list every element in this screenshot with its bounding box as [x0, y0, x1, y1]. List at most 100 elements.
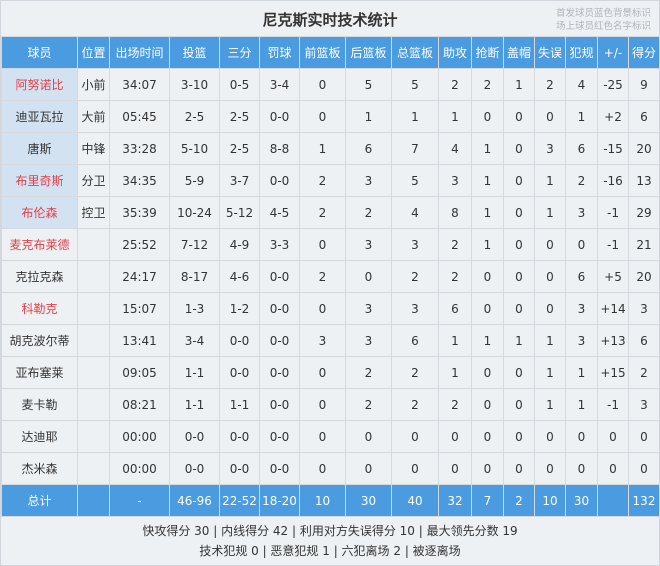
stat-cell: 1	[438, 356, 472, 389]
column-header[interactable]: +/-	[597, 36, 629, 69]
total-cell: 2	[503, 484, 535, 517]
player-name[interactable]: 唐斯	[1, 132, 78, 165]
stat-cell: 5	[391, 68, 439, 101]
stat-cell	[77, 452, 110, 485]
stat-cell: 中锋	[77, 132, 110, 165]
player-row: 布里奇斯 分卫 34:35 5-9 3-7 0-0 2 3 5 3 1 0 1 2 -16 13	[1, 164, 659, 197]
stat-cell: 6	[628, 324, 659, 357]
stat-cell: 25:52	[109, 228, 170, 261]
stat-cell: 1-3	[169, 292, 220, 325]
stat-cell: 05:45	[109, 100, 170, 133]
column-header[interactable]: 球员	[1, 36, 78, 69]
stat-cell: 6	[438, 292, 472, 325]
stat-cell: 08:21	[109, 388, 170, 421]
player-name[interactable]: 麦克布莱德	[1, 228, 78, 261]
column-header[interactable]: 投篮	[169, 36, 220, 69]
stat-cell: -1	[597, 228, 629, 261]
stat-cell: 1	[534, 164, 566, 197]
player-name[interactable]: 胡克波尔蒂	[1, 324, 78, 357]
column-header[interactable]: 犯规	[565, 36, 598, 69]
player-name[interactable]: 达迪耶	[1, 420, 78, 453]
stat-cell: 1-1	[169, 388, 220, 421]
player-name[interactable]: 克拉克森	[1, 260, 78, 293]
stat-cell: -1	[597, 388, 629, 421]
player-name[interactable]: 科勒克	[1, 292, 78, 325]
stat-cell: 0-0	[259, 452, 300, 485]
title-text: 尼克斯实时技术统计	[262, 11, 398, 29]
stat-cell: 13	[628, 164, 659, 197]
stat-cell: 6	[345, 132, 392, 165]
stat-cell: 小前	[77, 68, 110, 101]
stat-cell: 10-24	[169, 196, 220, 229]
stat-cell	[77, 388, 110, 421]
column-header[interactable]: 助攻	[438, 36, 472, 69]
stat-cell: 33:28	[109, 132, 170, 165]
stat-cell: 34:35	[109, 164, 170, 197]
column-header[interactable]: 总篮板	[391, 36, 439, 69]
column-header[interactable]: 抢断	[471, 36, 504, 69]
column-header[interactable]: 位置	[77, 36, 110, 69]
stat-cell: 1	[565, 100, 598, 133]
column-header[interactable]: 出场时间	[109, 36, 170, 69]
stat-cell: 3	[628, 292, 659, 325]
stat-cell: 00:00	[109, 452, 170, 485]
player-row: 科勒克 15:07 1-3 1-2 0-0 0 3 3 6 0 0 0 3 +14 3	[1, 292, 659, 325]
stat-cell: 0	[534, 292, 566, 325]
stat-cell: 2	[299, 260, 346, 293]
stat-cell: 1	[471, 324, 504, 357]
stat-cell: 2	[438, 228, 472, 261]
stat-cell: 5-9	[169, 164, 220, 197]
stat-cell: 3-10	[169, 68, 220, 101]
stat-cell: 0	[471, 420, 504, 453]
stat-cell: 2	[391, 260, 439, 293]
player-name[interactable]: 布伦森	[1, 196, 78, 229]
player-name[interactable]: 亚布塞莱	[1, 356, 78, 389]
stat-cell: 35:39	[109, 196, 170, 229]
stat-cell: 1	[471, 132, 504, 165]
stat-cell: 0	[503, 356, 535, 389]
stat-cell	[77, 356, 110, 389]
stat-cell: 0	[503, 260, 535, 293]
total-cell: 132	[628, 484, 659, 517]
column-header[interactable]: 盖帽	[503, 36, 535, 69]
stat-cell: 0-0	[219, 452, 260, 485]
panel-title: 尼克斯实时技术统计 首发球员蓝色背景标识 场上球员红色名字标识	[1, 1, 659, 36]
stat-cell: 1	[438, 324, 472, 357]
stat-cell: 8-17	[169, 260, 220, 293]
column-header[interactable]: 得分	[628, 36, 659, 69]
column-header[interactable]: 失误	[534, 36, 566, 69]
total-cell: 40	[391, 484, 439, 517]
total-row: 总计 -46-96 22-52 18-20 10 30 40 32 7 2 10 30 132	[1, 484, 659, 517]
stat-cell: 1	[299, 132, 346, 165]
stat-cell: 0	[565, 420, 598, 453]
total-cell: 总计	[1, 484, 78, 517]
column-header[interactable]: 罚球	[259, 36, 300, 69]
stat-cell: 控卫	[77, 196, 110, 229]
stat-cell: 1	[503, 324, 535, 357]
stat-cell: 0	[471, 292, 504, 325]
column-header[interactable]: 前篮板	[299, 36, 346, 69]
stat-cell: 0	[471, 100, 504, 133]
player-name[interactable]: 麦卡勒	[1, 388, 78, 421]
stat-cell: 0-0	[259, 324, 300, 357]
player-name[interactable]: 阿努诺比	[1, 68, 78, 101]
stat-cell: 0-0	[219, 356, 260, 389]
stat-cell: 0-0	[259, 356, 300, 389]
note-starter: 首发球员蓝色背景标识	[555, 8, 651, 19]
stat-cell: 3	[345, 228, 392, 261]
stat-cell: 0	[534, 452, 566, 485]
player-name[interactable]: 布里奇斯	[1, 164, 78, 197]
stat-cell: -15	[597, 132, 629, 165]
stat-cell: 0	[299, 452, 346, 485]
stat-cell: 1-1	[219, 388, 260, 421]
stat-cell: 00:00	[109, 420, 170, 453]
stat-cell: 2	[438, 68, 472, 101]
column-header[interactable]: 后篮板	[345, 36, 392, 69]
player-name[interactable]: 迪亚瓦拉	[1, 100, 78, 133]
player-name[interactable]: 杰米森	[1, 452, 78, 485]
stat-cell: 0	[534, 420, 566, 453]
total-cell: 30	[345, 484, 392, 517]
stat-cell: 2	[299, 164, 346, 197]
column-header[interactable]: 三分	[219, 36, 260, 69]
stat-cell: 3	[345, 292, 392, 325]
